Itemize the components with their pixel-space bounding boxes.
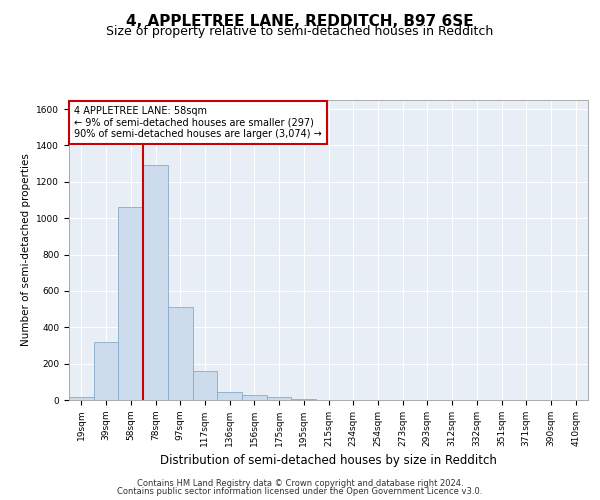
Text: 4, APPLETREE LANE, REDDITCH, B97 6SE: 4, APPLETREE LANE, REDDITCH, B97 6SE [126, 14, 474, 29]
X-axis label: Distribution of semi-detached houses by size in Redditch: Distribution of semi-detached houses by … [160, 454, 497, 468]
Text: Contains HM Land Registry data © Crown copyright and database right 2024.: Contains HM Land Registry data © Crown c… [137, 478, 463, 488]
Bar [69, 398, 94, 400]
Text: Size of property relative to semi-detached houses in Redditch: Size of property relative to semi-detach… [106, 25, 494, 38]
Bar [168, 308, 193, 400]
Bar [242, 396, 267, 400]
Text: Contains public sector information licensed under the Open Government Licence v3: Contains public sector information licen… [118, 487, 482, 496]
Bar [267, 398, 292, 400]
Bar [143, 166, 168, 400]
Bar [193, 371, 217, 400]
Text: 4 APPLETREE LANE: 58sqm
← 9% of semi-detached houses are smaller (297)
90% of se: 4 APPLETREE LANE: 58sqm ← 9% of semi-det… [74, 106, 322, 139]
Bar [217, 392, 242, 400]
Bar [94, 342, 118, 400]
Y-axis label: Number of semi-detached properties: Number of semi-detached properties [21, 154, 31, 346]
Bar [118, 208, 143, 400]
Bar [292, 398, 316, 400]
